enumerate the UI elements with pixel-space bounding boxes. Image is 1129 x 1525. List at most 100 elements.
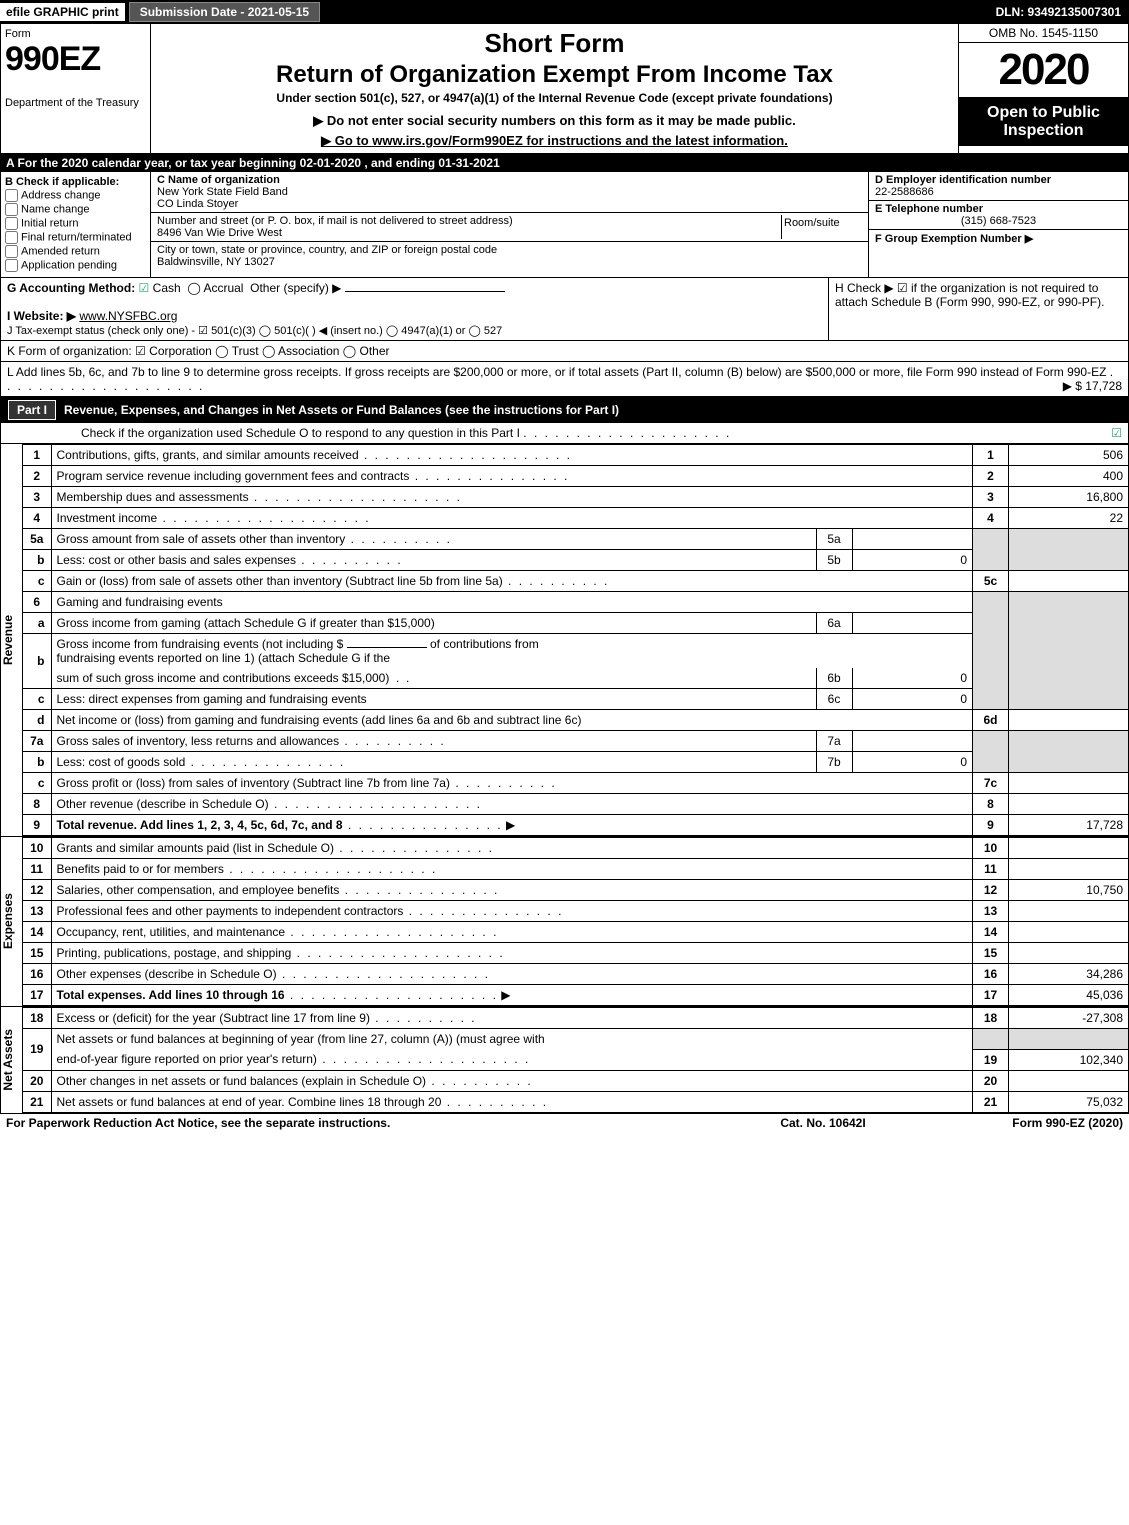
chk-initial-return[interactable] — [5, 217, 18, 230]
line-8-desc: Other revenue (describe in Schedule O) — [57, 797, 269, 811]
line-17-no: 17 — [23, 985, 51, 1006]
line-11-desc: Benefits paid to or for members — [57, 862, 224, 876]
form-header: Form 990EZ Department of the Treasury Sh… — [0, 24, 1129, 154]
line-7b-sv: 0 — [852, 752, 972, 772]
box-c: C Name of organization New York State Fi… — [151, 172, 868, 277]
line-6c-sn: 6c — [816, 689, 852, 709]
line-20-val — [1009, 1070, 1129, 1091]
line-18-val: -27,308 — [1009, 1008, 1129, 1029]
chk-address-change[interactable] — [5, 189, 18, 202]
warn: ▶ Do not enter social security numbers o… — [159, 113, 950, 129]
short-form: Short Form — [159, 28, 950, 59]
form-label: Form — [5, 28, 146, 40]
part1-title: Revenue, Expenses, and Changes in Net As… — [64, 403, 619, 417]
line-2-val: 400 — [1009, 466, 1129, 487]
lbl-name-change: Name change — [21, 203, 90, 215]
chk-name-change[interactable] — [5, 203, 18, 216]
f-lbl: F Group Exemption Number ▶ — [875, 233, 1033, 245]
d-val: 22-2588686 — [875, 186, 934, 198]
e-val: (315) 668-7523 — [875, 215, 1122, 227]
line-5a-no: 5a — [23, 529, 51, 550]
line-6d-val — [1009, 710, 1129, 731]
line-7c-desc: Gross profit or (loss) from sales of inv… — [57, 776, 450, 790]
efile-print: print — [89, 5, 119, 19]
line-7b-no: b — [23, 752, 51, 773]
goto-link-text[interactable]: ▶ Go to www.irs.gov/Form990EZ for instru… — [321, 133, 788, 148]
line-9-ln: 9 — [973, 815, 1009, 836]
d-lbl: D Employer identification number — [875, 174, 1051, 186]
line-1-no: 1 — [23, 445, 51, 466]
revenue-table: 1Contributions, gifts, grants, and simil… — [23, 444, 1129, 836]
line-4-val: 22 — [1009, 508, 1129, 529]
line-5c-desc: Gain or (loss) from sale of assets other… — [57, 574, 503, 588]
lbl-initial-return: Initial return — [21, 217, 78, 229]
lbl-address-change: Address change — [21, 189, 101, 201]
line-6a-desc: Gross income from gaming (attach Schedul… — [57, 616, 435, 630]
chk-final-return[interactable] — [5, 231, 18, 244]
line-21-desc: Net assets or fund balances at end of ye… — [57, 1095, 442, 1109]
line-7b-sn: 7b — [816, 752, 852, 772]
tax-year: 2020 — [959, 43, 1128, 98]
line-2-desc: Program service revenue including govern… — [57, 469, 410, 483]
c-city-lbl: City or town, state or province, country… — [157, 244, 497, 256]
part1-sub-text: Check if the organization used Schedule … — [81, 426, 520, 440]
submission-date: Submission Date - 2021-05-15 — [129, 2, 320, 22]
line-9-val: 17,728 — [1009, 815, 1129, 836]
info-grid: B Check if applicable: Address change Na… — [0, 172, 1129, 278]
c-street: 8496 Van Wie Drive West — [157, 227, 282, 239]
side-netassets: Net Assets — [1, 1029, 22, 1091]
box-j: J Tax-exempt status (check only one) - ☑… — [7, 325, 502, 337]
side-expenses: Expenses — [1, 893, 22, 949]
expenses-table: 10Grants and similar amounts paid (list … — [23, 837, 1129, 1006]
lbl-amended-return: Amended return — [21, 245, 100, 257]
goto-link[interactable]: ▶ Go to www.irs.gov/Form990EZ for instru… — [159, 133, 950, 149]
line-15-val — [1009, 943, 1129, 964]
efile-link[interactable]: efile GRAPHIC print — [0, 3, 125, 21]
line-4-no: 4 — [23, 508, 51, 529]
line-17-val: 45,036 — [1009, 985, 1129, 1006]
box-l: L Add lines 5b, 6c, and 7b to line 9 to … — [0, 362, 1129, 397]
line-6b-desc3: sum of such gross income and contributio… — [57, 671, 390, 685]
line-13-no: 13 — [23, 901, 51, 922]
page-footer: For Paperwork Reduction Act Notice, see … — [0, 1114, 1129, 1132]
line-5a-sv — [852, 529, 972, 549]
line-11-no: 11 — [23, 859, 51, 880]
line-21-no: 21 — [23, 1091, 51, 1112]
efile-graphic: GRAPHIC — [33, 5, 88, 19]
line-6d-desc: Net income or (loss) from gaming and fun… — [57, 713, 582, 727]
c-city: Baldwinsville, NY 13027 — [157, 256, 275, 268]
line-6c-no: c — [23, 689, 51, 710]
line-3-val: 16,800 — [1009, 487, 1129, 508]
line-16-val: 34,286 — [1009, 964, 1129, 985]
c-street-lbl: Number and street (or P. O. box, if mail… — [157, 215, 513, 227]
chk-application-pending[interactable] — [5, 259, 18, 272]
netassets-block: Net Assets 18Excess or (deficit) for the… — [0, 1006, 1129, 1114]
part1-header: Part I Revenue, Expenses, and Changes in… — [0, 397, 1129, 423]
line-7a-sn: 7a — [816, 731, 852, 751]
line-12-no: 12 — [23, 880, 51, 901]
line-15-ln: 15 — [973, 943, 1009, 964]
footer-left: For Paperwork Reduction Act Notice, see … — [6, 1116, 723, 1130]
line-5c-ln: 5c — [973, 571, 1009, 592]
line-17-desc: Total expenses. Add lines 10 through 16 — [57, 988, 285, 1002]
c-name-lbl: C Name of organization — [157, 174, 280, 186]
revenue-block: Revenue 1Contributions, gifts, grants, a… — [0, 444, 1129, 836]
line-10-no: 10 — [23, 838, 51, 859]
line-7b-desc: Less: cost of goods sold — [57, 755, 186, 769]
line-19-desc: Net assets or fund balances at beginning… — [51, 1029, 973, 1050]
title: Return of Organization Exempt From Incom… — [159, 61, 950, 89]
line-3-ln: 3 — [973, 487, 1009, 508]
footer-right: Form 990-EZ (2020) — [923, 1116, 1123, 1130]
line-6c-sv: 0 — [852, 689, 972, 709]
line-2-no: 2 — [23, 466, 51, 487]
line-7c-val — [1009, 773, 1129, 794]
check-icon: ☑ — [139, 281, 150, 295]
website-link[interactable]: www.NYSFBC.org — [79, 309, 177, 323]
line-4-ln: 4 — [973, 508, 1009, 529]
line-15-desc: Printing, publications, postage, and shi… — [57, 946, 292, 960]
line-16-ln: 16 — [973, 964, 1009, 985]
line-19-ln: 19 — [973, 1049, 1009, 1070]
line-6a-sv — [852, 613, 972, 633]
g-lbl: G Accounting Method: — [7, 281, 135, 295]
chk-amended-return[interactable] — [5, 245, 18, 258]
